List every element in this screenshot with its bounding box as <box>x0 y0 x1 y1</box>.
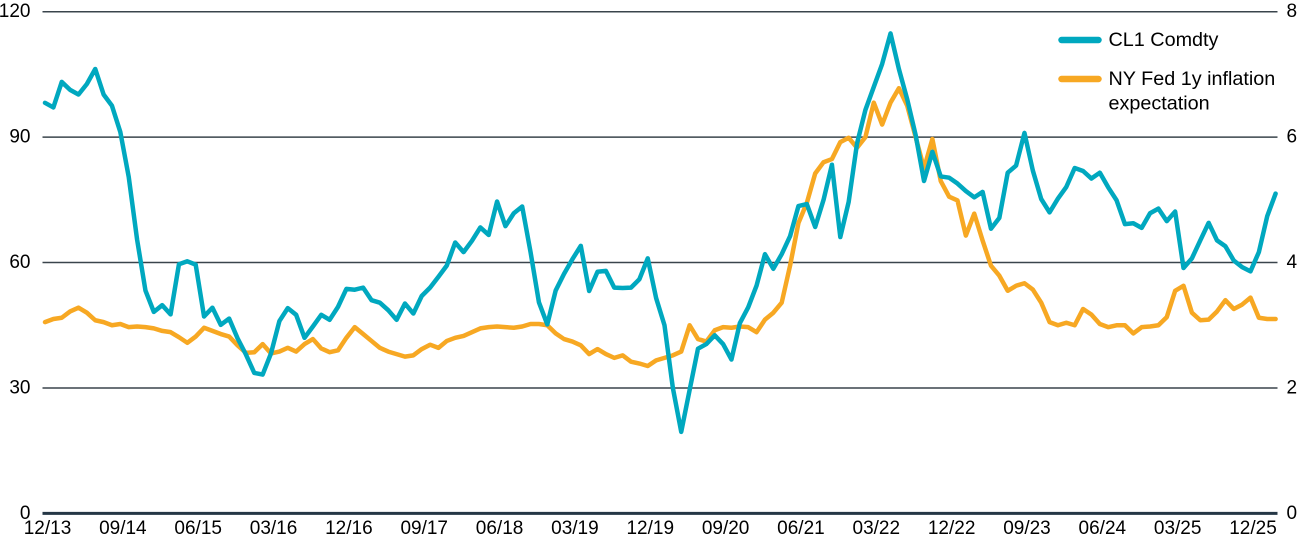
left-axis-tick-label: 0 <box>20 503 31 524</box>
left-axis-tick-label: 90 <box>9 127 30 148</box>
left-axis-tick-label: 30 <box>9 377 30 398</box>
x-axis-tick-label: 09/23 <box>1003 518 1051 539</box>
x-axis-tick-label: 03/16 <box>250 518 298 539</box>
x-axis-tick-label: 12/25 <box>1229 518 1277 539</box>
x-axis-tick-label: 12/22 <box>928 518 976 539</box>
right-axis-tick-label: 8 <box>1287 1 1298 22</box>
right-axis-tick-label: 4 <box>1287 252 1298 273</box>
x-axis-tick-label: 12/16 <box>325 518 373 539</box>
legend-label: expectation <box>1109 92 1210 114</box>
right-axis-tick-label: 0 <box>1287 503 1298 524</box>
x-axis-tick-label: 12/13 <box>24 518 72 539</box>
x-axis-tick-label: 12/19 <box>626 518 674 539</box>
left-axis-tick-label: 120 <box>0 1 31 22</box>
x-axis-tick-label: 06/18 <box>476 518 524 539</box>
x-axis-tick-label: 06/21 <box>777 518 825 539</box>
legend-label: CL1 Comdty <box>1109 29 1219 51</box>
left-axis-tick-label: 60 <box>9 252 30 273</box>
x-axis-tick-label: 06/24 <box>1079 518 1127 539</box>
x-axis-tick-label: 09/20 <box>702 518 750 539</box>
x-axis-tick-label: 03/25 <box>1154 518 1202 539</box>
x-axis-tick-label: 06/15 <box>174 518 222 539</box>
legend-label: NY Fed 1y inflation <box>1109 68 1276 90</box>
right-axis-tick-label: 6 <box>1287 127 1298 148</box>
x-axis-tick-label: 03/22 <box>853 518 901 539</box>
series-line-ny-fed-1y-inflation-expectation <box>42 85 1278 369</box>
series-line-cl1-comdty <box>42 31 1278 435</box>
x-axis-tick-label: 09/14 <box>99 518 147 539</box>
x-axis-tick-label: 09/17 <box>400 518 448 539</box>
right-axis-tick-label: 2 <box>1287 377 1298 398</box>
x-axis-tick-label: 03/19 <box>551 518 599 539</box>
